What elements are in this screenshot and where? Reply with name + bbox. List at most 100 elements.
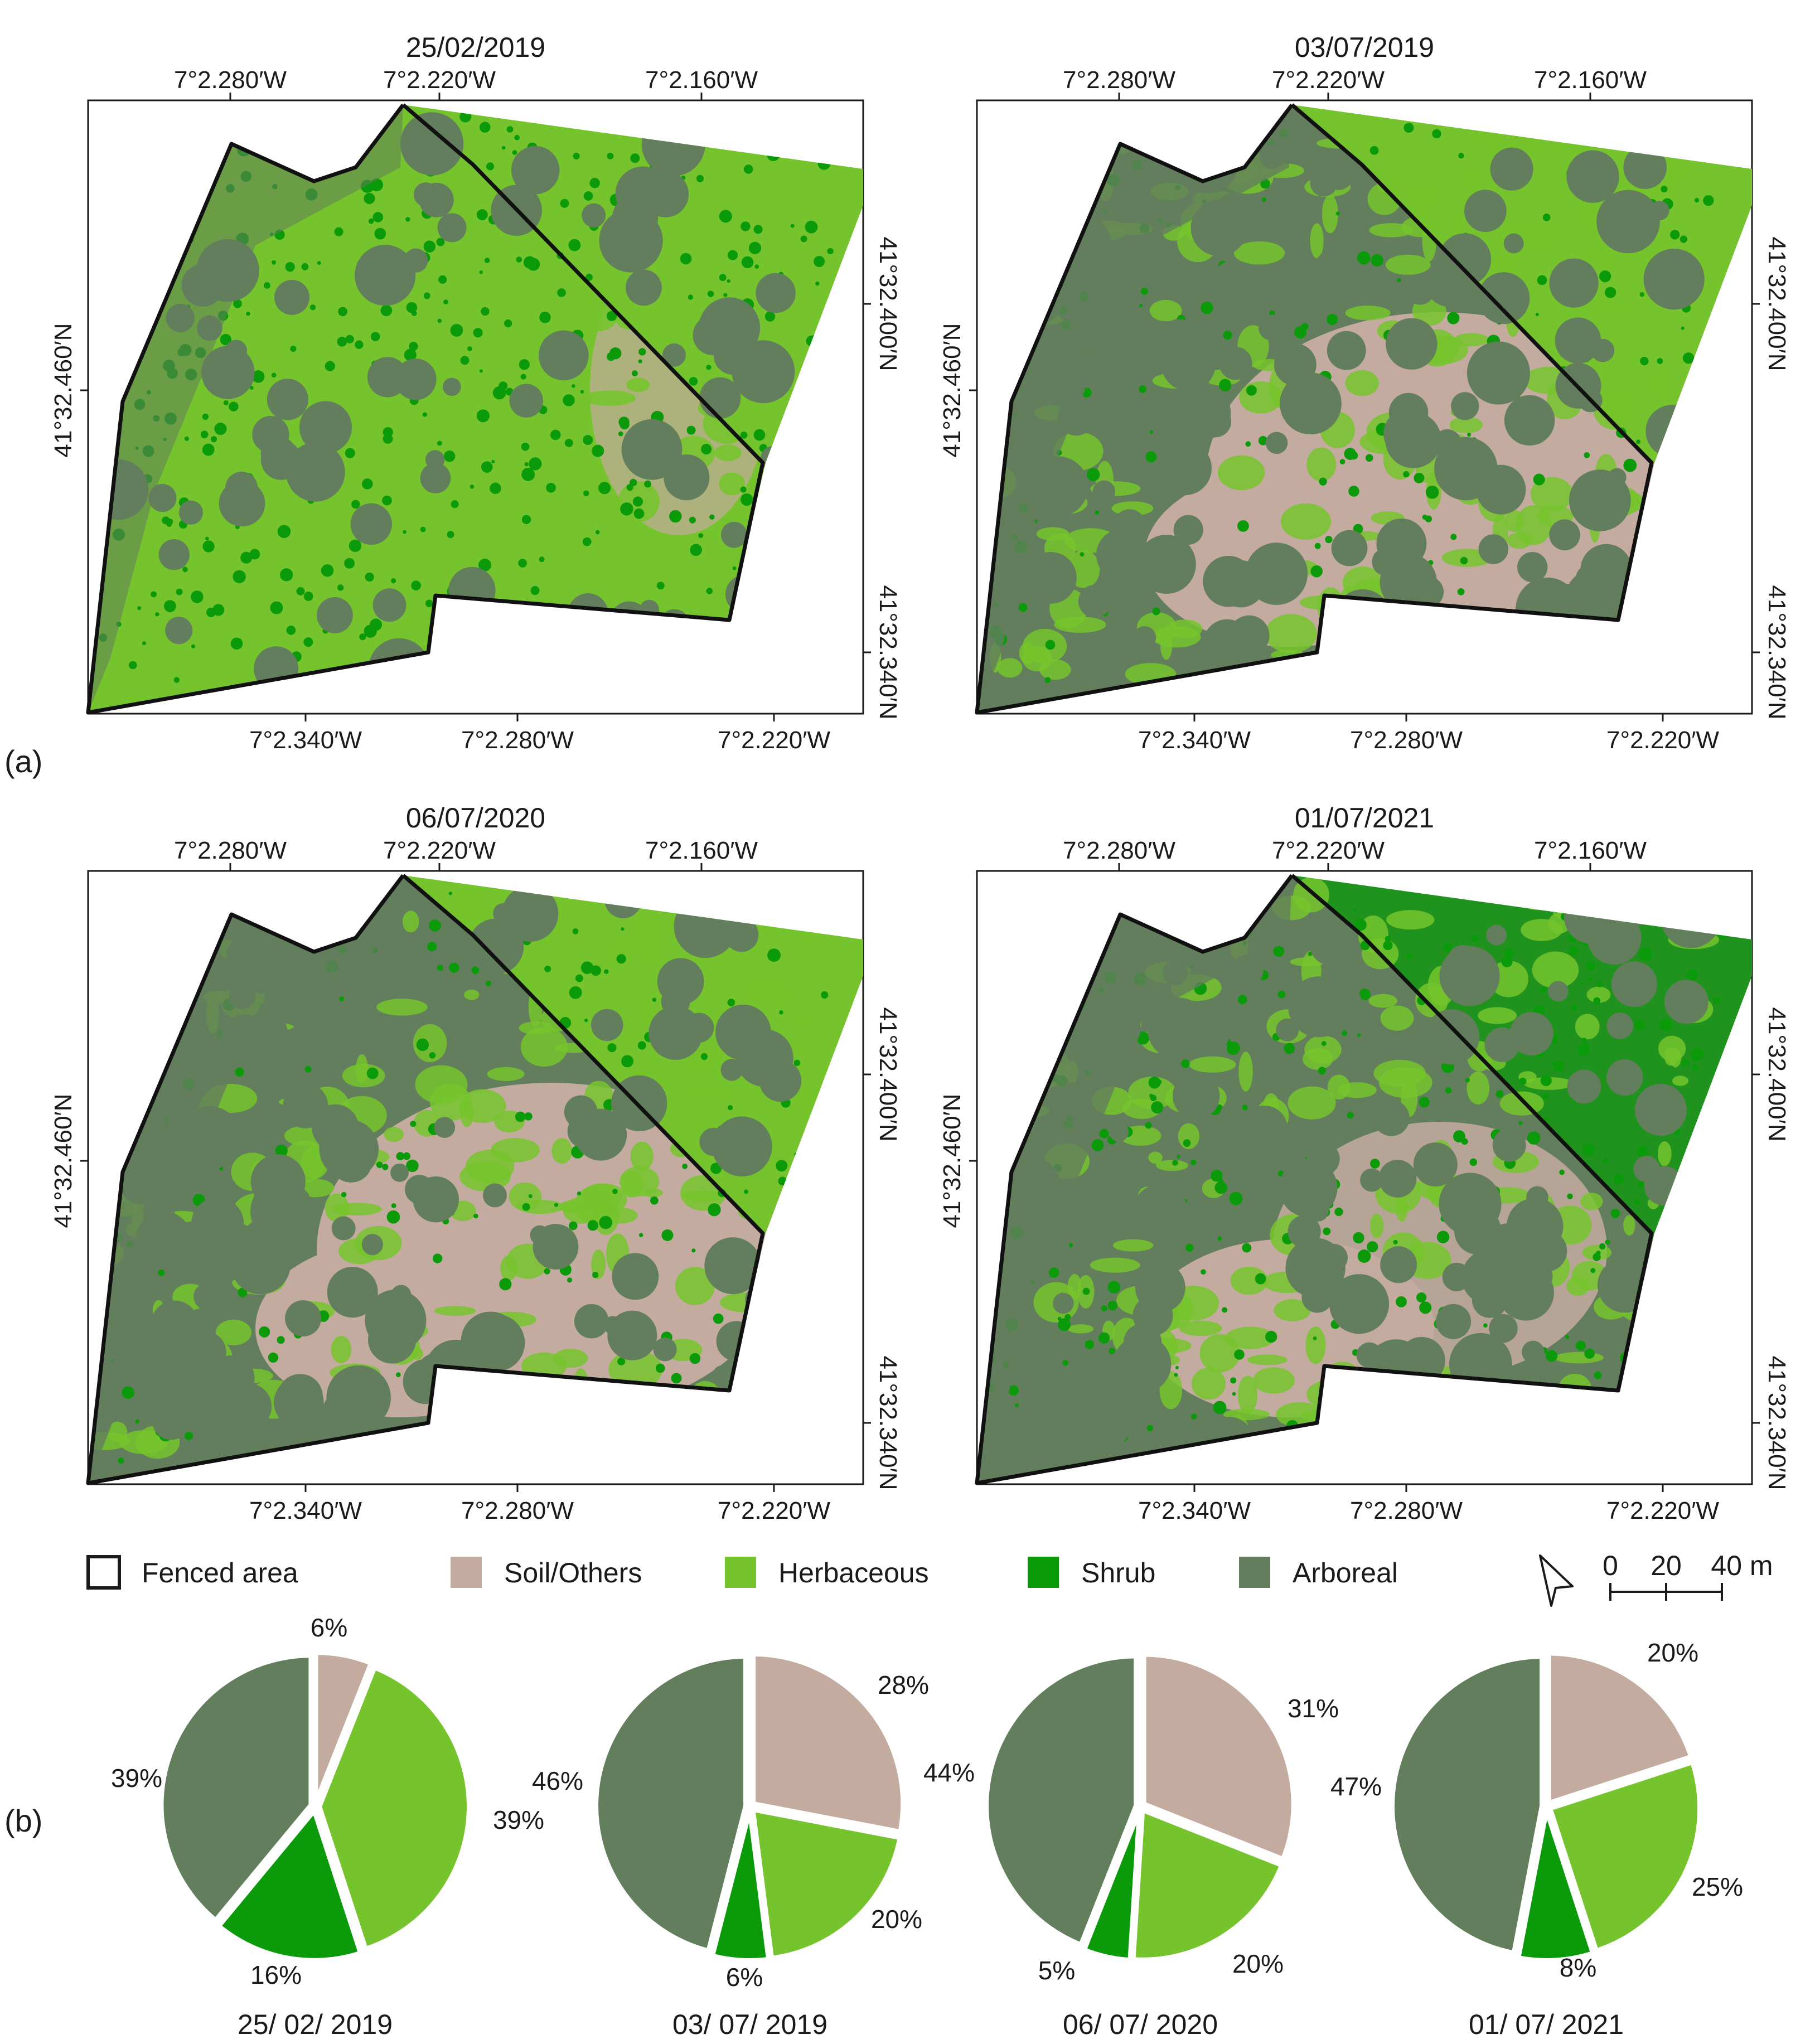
tree-crown xyxy=(1461,1249,1517,1305)
shrub-speck xyxy=(814,255,825,267)
tree-crown xyxy=(511,146,560,195)
pie-slice-soil-others xyxy=(1141,1652,1296,1862)
tree-crown xyxy=(712,1116,772,1177)
scale-bar-label: 0 xyxy=(1603,1550,1618,1581)
tree-crown xyxy=(1504,395,1555,446)
shrub-speck xyxy=(1518,1121,1523,1126)
herbaceous-patch xyxy=(714,444,742,462)
shrub-speck xyxy=(595,530,600,535)
shrub-speck xyxy=(1107,1281,1121,1294)
shrub-speck xyxy=(448,892,453,895)
shrub-speck xyxy=(405,217,410,222)
shrub-speck xyxy=(1605,1239,1610,1245)
tree-crown xyxy=(148,483,177,512)
pie-date-title: 01/ 07/ 2021 xyxy=(1469,2009,1624,2040)
map-date-title: 01/07/2021 xyxy=(1295,802,1434,834)
shrub-speck xyxy=(122,1386,134,1399)
shrub-speck xyxy=(688,294,694,300)
tree-crown xyxy=(1549,258,1599,308)
shrub-speck xyxy=(1145,1122,1152,1129)
right-latitude-label: 41°32.400′N xyxy=(1763,1007,1790,1141)
shrub-speck xyxy=(499,1278,512,1291)
herbaceous-patch xyxy=(755,256,773,267)
shrub-speck xyxy=(473,328,483,338)
pie-percent-label: 6% xyxy=(311,1613,347,1642)
shrub-speck xyxy=(479,270,483,274)
shrub-speck xyxy=(1008,1385,1019,1396)
tree-crown xyxy=(1179,1004,1231,1056)
legend-label: Arboreal xyxy=(1293,1557,1398,1588)
shrub-speck xyxy=(478,558,491,571)
shrub-speck xyxy=(606,311,617,321)
pie-chart: 20% 25% 8% 47% 01/ 07/ 2021 xyxy=(1330,1638,1743,2040)
shrub-speck xyxy=(592,444,604,457)
herbaceous-patch xyxy=(666,215,699,250)
tree-crown xyxy=(720,1059,743,1081)
shrub-speck xyxy=(741,256,754,269)
shrub-speck xyxy=(382,495,392,506)
shrub-speck xyxy=(1339,459,1345,464)
shrub-speck xyxy=(1406,954,1413,961)
tree-crown xyxy=(193,1232,246,1285)
shrub-speck xyxy=(1181,1059,1190,1068)
shrub-speck xyxy=(142,641,147,646)
shrub-speck xyxy=(233,570,246,584)
shrub-speck xyxy=(202,413,209,420)
shrub-speck xyxy=(616,954,626,964)
top-longitude-label: 7°2.160′W xyxy=(645,837,758,864)
shrub-speck xyxy=(529,457,542,471)
pie-slice-arboreal xyxy=(984,1654,1139,1947)
tree-crown xyxy=(1285,1238,1345,1298)
shrub-speck xyxy=(563,394,575,406)
herbaceous-patch xyxy=(686,180,706,200)
shrub-speck xyxy=(272,260,276,265)
land-cover-raster xyxy=(88,105,863,713)
shrub-speck xyxy=(1403,471,1410,478)
bottom-longitude-label: 7°2.340′W xyxy=(1138,1497,1251,1524)
shrub-speck xyxy=(449,962,459,973)
shrub-speck xyxy=(528,1194,533,1198)
shrub-speck xyxy=(1605,287,1616,298)
tree-crown xyxy=(425,450,445,469)
tree-crown xyxy=(1314,249,1354,289)
shrub-speck xyxy=(1546,1350,1558,1362)
shrub-speck xyxy=(1217,1236,1222,1241)
fenced-area-boundary xyxy=(975,103,1654,715)
tree-crown xyxy=(1606,1013,1634,1039)
herbaceous-patch xyxy=(1155,1160,1188,1171)
shrub-speck xyxy=(515,1111,526,1122)
shrub-speck xyxy=(723,293,728,297)
shrub-speck xyxy=(580,390,584,394)
herbaceous-patch xyxy=(1566,1276,1590,1296)
herbaceous-patch xyxy=(643,1188,663,1198)
tree-crown xyxy=(1489,1314,1518,1343)
tree-crown xyxy=(1466,341,1530,405)
shrub-speck xyxy=(1354,918,1367,931)
shrub-speck xyxy=(633,508,645,519)
herbaceous-patch xyxy=(1237,1375,1257,1415)
herbaceous-patch xyxy=(393,551,410,566)
shrub-speck xyxy=(1383,941,1393,951)
shrub-speck xyxy=(671,1373,682,1384)
tree-crown xyxy=(626,269,662,306)
shrub-speck xyxy=(1277,990,1286,999)
tree-crown xyxy=(420,463,451,493)
tree-crown xyxy=(1378,1159,1417,1198)
shrub-speck xyxy=(518,559,527,568)
map-panel: 01/07/2021 7°2.280′W 7°2.220′W 7°2.160′W 7°2… xyxy=(938,802,1790,1524)
shrub-speck xyxy=(341,1191,347,1198)
shrub-speck xyxy=(1501,956,1513,967)
pie-date-title: 03/ 07/ 2019 xyxy=(672,2009,827,2040)
right-latitude-label: 41°32.340′N xyxy=(874,585,902,719)
shrub-speck xyxy=(632,496,643,507)
map-date-title: 25/02/2019 xyxy=(406,32,545,63)
shrub-speck xyxy=(303,592,313,601)
tree-crown xyxy=(262,1181,304,1224)
herbaceous-patch xyxy=(413,1024,447,1062)
herbaceous-patch xyxy=(1587,296,1639,312)
shrub-speck xyxy=(1174,1373,1178,1377)
shrub-speck xyxy=(706,365,712,370)
herbaceous-patch xyxy=(1672,1076,1689,1086)
herbaceous-patch xyxy=(761,173,773,184)
shrub-speck xyxy=(1327,313,1338,325)
